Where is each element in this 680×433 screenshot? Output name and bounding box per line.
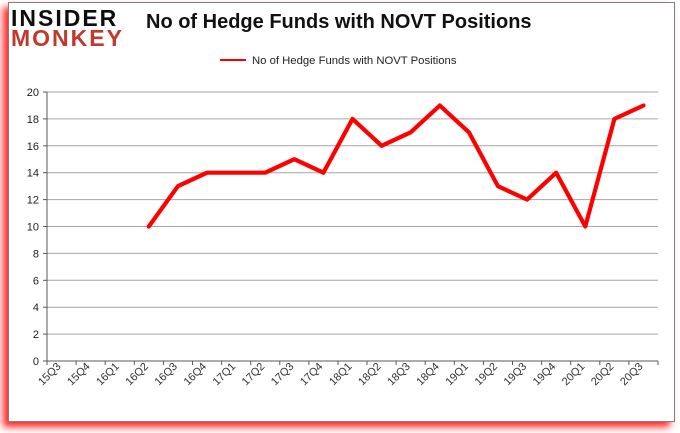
svg-text:20: 20 — [27, 87, 39, 99]
svg-text:19Q2: 19Q2 — [473, 361, 501, 389]
svg-text:14: 14 — [27, 168, 39, 180]
svg-text:19Q1: 19Q1 — [443, 361, 471, 389]
svg-text:15Q4: 15Q4 — [65, 361, 93, 389]
svg-text:2: 2 — [33, 329, 39, 341]
svg-text:6: 6 — [33, 275, 39, 287]
svg-text:20Q2: 20Q2 — [589, 361, 617, 389]
svg-text:16Q3: 16Q3 — [152, 361, 180, 389]
svg-text:19Q4: 19Q4 — [531, 361, 559, 389]
svg-text:17Q4: 17Q4 — [298, 361, 326, 389]
svg-text:16Q1: 16Q1 — [94, 361, 122, 389]
svg-text:12: 12 — [27, 195, 39, 207]
svg-text:10: 10 — [27, 222, 39, 234]
svg-text:16Q2: 16Q2 — [123, 361, 151, 389]
svg-text:4: 4 — [33, 302, 39, 314]
svg-text:18: 18 — [27, 114, 39, 126]
svg-text:18Q3: 18Q3 — [385, 361, 413, 389]
svg-text:16Q4: 16Q4 — [182, 361, 210, 389]
svg-text:17Q2: 17Q2 — [240, 361, 268, 389]
svg-text:18Q2: 18Q2 — [356, 361, 384, 389]
svg-text:18Q4: 18Q4 — [414, 361, 442, 389]
svg-text:20Q3: 20Q3 — [618, 361, 646, 389]
svg-text:20Q1: 20Q1 — [560, 361, 588, 389]
svg-text:18Q1: 18Q1 — [327, 361, 355, 389]
svg-text:15Q3: 15Q3 — [36, 361, 64, 389]
svg-text:17Q3: 17Q3 — [269, 361, 297, 389]
svg-text:16: 16 — [27, 141, 39, 153]
svg-text:8: 8 — [33, 248, 39, 260]
svg-text:17Q1: 17Q1 — [211, 361, 239, 389]
svg-text:0: 0 — [33, 356, 39, 368]
svg-text:19Q3: 19Q3 — [502, 361, 530, 389]
